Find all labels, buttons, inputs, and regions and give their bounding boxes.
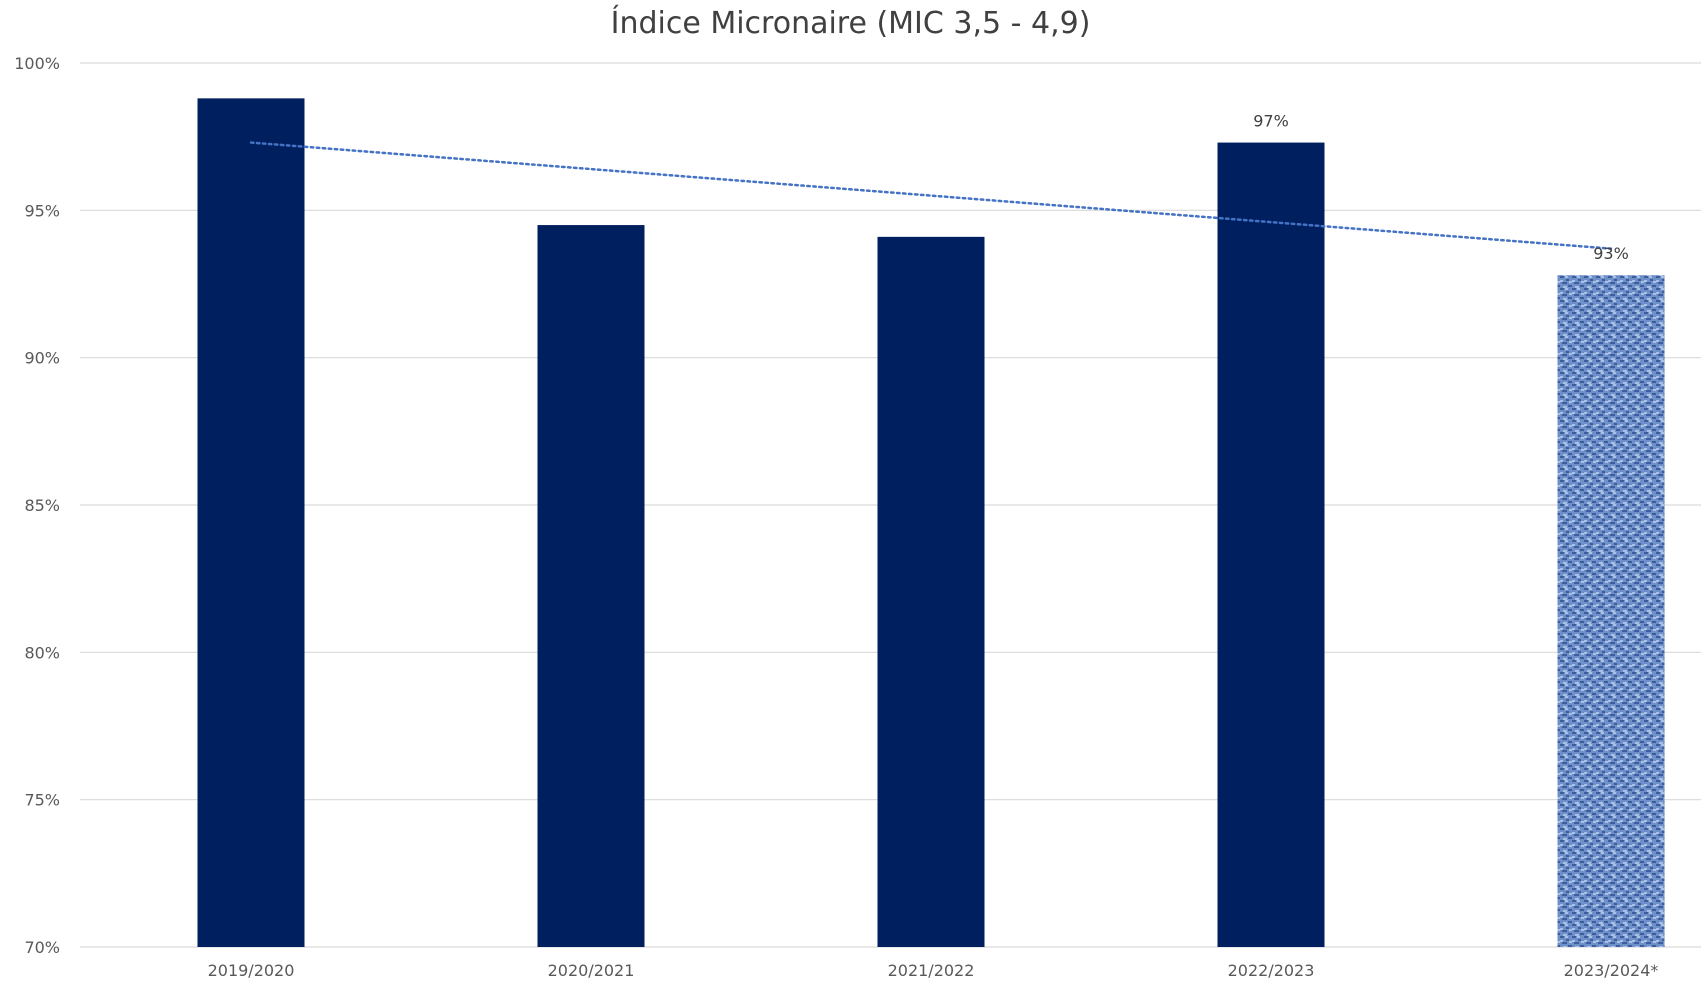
y-tick-label: 75% [24, 791, 60, 810]
y-tick-label: 100% [14, 54, 60, 73]
x-tick-label: 2021/2022 [888, 961, 975, 980]
y-tick-label: 85% [24, 496, 60, 515]
y-axis: 70% 75% 80% 85% 90% 95% 100% [14, 54, 60, 957]
y-tick-label: 80% [24, 643, 60, 662]
y-tick-label: 95% [24, 201, 60, 220]
bar-2022-2023 [1217, 142, 1325, 947]
y-tick-label: 90% [24, 349, 60, 368]
bar-2020-2021 [537, 225, 645, 948]
bar-2021-2022 [877, 236, 985, 947]
y-tick-label: 70% [24, 938, 60, 957]
bar-2019-2020 [197, 98, 305, 948]
data-labels: 97% 93% [1253, 112, 1629, 264]
bar-2023-2024- [1557, 275, 1665, 947]
x-tick-label: 2022/2023 [1228, 961, 1315, 980]
trendline-layer [249, 141, 1613, 250]
data-label: 93% [1593, 244, 1629, 263]
bars [197, 98, 1665, 948]
x-axis: 2019/2020 2020/2021 2021/2022 2022/2023 2023… [208, 961, 1659, 980]
x-tick-label: 2019/2020 [208, 961, 295, 980]
chart-title: Índice Micronaire (MIC 3,5 - 4,9) [610, 6, 1091, 41]
x-tick-label: 2020/2021 [548, 961, 635, 980]
x-tick-label: 2023/2024* [1564, 961, 1659, 980]
trendline [249, 141, 1613, 250]
data-label: 97% [1253, 112, 1289, 131]
